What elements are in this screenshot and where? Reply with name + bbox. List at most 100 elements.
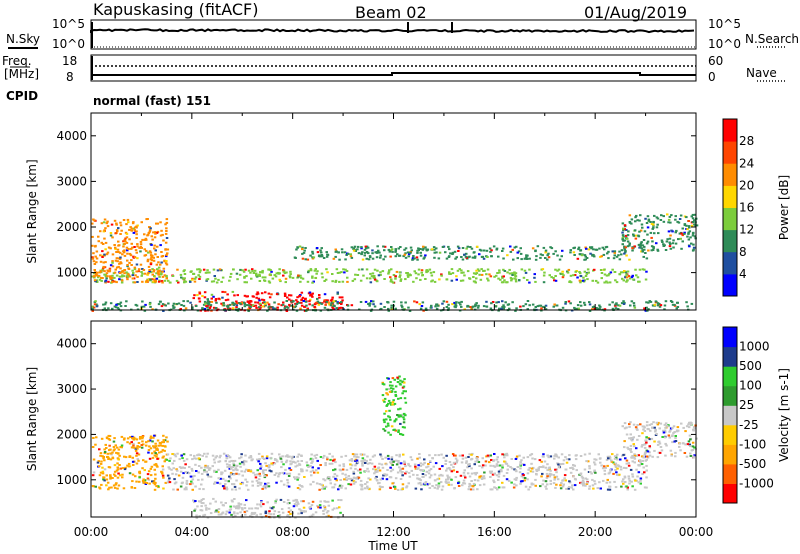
data-cell [243, 305, 247, 308]
data-cell [643, 230, 647, 233]
data-cell [504, 454, 507, 457]
data-cell [279, 280, 282, 283]
data-cell [197, 297, 201, 300]
data-cell [135, 446, 138, 449]
data-cell [534, 484, 537, 487]
data-cell [601, 246, 604, 249]
data-cell [134, 274, 137, 277]
data-cell [165, 237, 169, 239]
data-cell [405, 470, 408, 473]
data-cell [117, 458, 120, 461]
data-cell [644, 439, 647, 442]
data-cell [223, 469, 227, 472]
data-cell [639, 479, 642, 482]
data-cell [562, 483, 565, 486]
data-cell [295, 504, 299, 507]
data-cell [381, 270, 385, 273]
data-cell [611, 453, 614, 456]
data-cell [533, 273, 536, 276]
data-cell [206, 516, 210, 519]
data-cell [135, 452, 139, 455]
data-cell [146, 477, 150, 480]
data-cell [554, 268, 557, 271]
data-cell [502, 275, 505, 278]
data-cell [687, 426, 691, 429]
data-cell [93, 276, 96, 279]
data-cell [593, 255, 596, 258]
data-cell [319, 456, 323, 458]
data-cell [235, 479, 238, 482]
data-cell [356, 461, 360, 464]
data-cell [152, 436, 155, 439]
data-cell [674, 435, 677, 437]
data-cell [337, 499, 340, 501]
data-cell [377, 249, 380, 252]
data-cell [586, 278, 589, 281]
data-cell [656, 223, 659, 226]
data-cell [245, 460, 248, 463]
data-cell [235, 302, 239, 305]
data-cell [338, 464, 341, 467]
data-cell [401, 381, 404, 384]
data-cell [554, 468, 557, 471]
data-cell [103, 270, 106, 273]
data-cell [212, 280, 216, 283]
data-cell [178, 466, 182, 469]
data-cell [262, 458, 266, 460]
data-cell [259, 481, 263, 484]
data-cell [206, 306, 209, 309]
data-cell [628, 221, 632, 224]
data-cell [641, 472, 644, 475]
data-cell [402, 421, 406, 424]
data-cell [200, 498, 204, 501]
data-cell [219, 477, 222, 480]
data-cell [389, 387, 393, 390]
data-cell [633, 454, 637, 457]
data-cell [311, 469, 315, 472]
data-cell [146, 258, 150, 261]
data-cell [326, 510, 330, 513]
data-cell [121, 279, 124, 282]
data-cell [222, 477, 225, 480]
data-cell [157, 272, 160, 274]
data-cell [239, 268, 242, 271]
data-cell [340, 484, 344, 487]
data-cell [316, 504, 319, 507]
data-cell [542, 274, 546, 277]
data-cell [407, 253, 411, 256]
data-cell [130, 242, 133, 245]
data-cell [520, 258, 523, 261]
data-cell [131, 435, 134, 438]
data-cell [183, 277, 186, 280]
data-cell [236, 294, 239, 297]
data-cell [663, 308, 666, 311]
data-cell [472, 488, 475, 491]
data-cell [667, 221, 670, 224]
data-cell [176, 452, 179, 455]
data-cell [153, 463, 156, 466]
data-cell [199, 509, 202, 512]
data-cell [614, 464, 617, 467]
data-cell [320, 254, 324, 256]
data-cell [553, 457, 556, 460]
data-cell [591, 308, 594, 311]
data-cell [650, 423, 653, 426]
data-cell [524, 271, 528, 274]
data-cell [322, 478, 325, 481]
data-cell [622, 227, 625, 230]
data-cell [588, 303, 592, 306]
data-cell [325, 255, 329, 258]
data-cell [397, 397, 400, 400]
data-cell [141, 437, 144, 440]
data-cell [397, 462, 401, 465]
n-search-label: N.Search [745, 32, 800, 46]
cpid-value: normal (fast) 151 [93, 94, 211, 108]
data-cell [359, 453, 363, 456]
data-cell [186, 300, 189, 303]
data-cell [626, 446, 629, 449]
data-cell [681, 234, 684, 237]
data-cell [639, 242, 643, 245]
data-cell [629, 304, 632, 307]
data-cell [179, 485, 183, 488]
data-cell [628, 423, 631, 426]
